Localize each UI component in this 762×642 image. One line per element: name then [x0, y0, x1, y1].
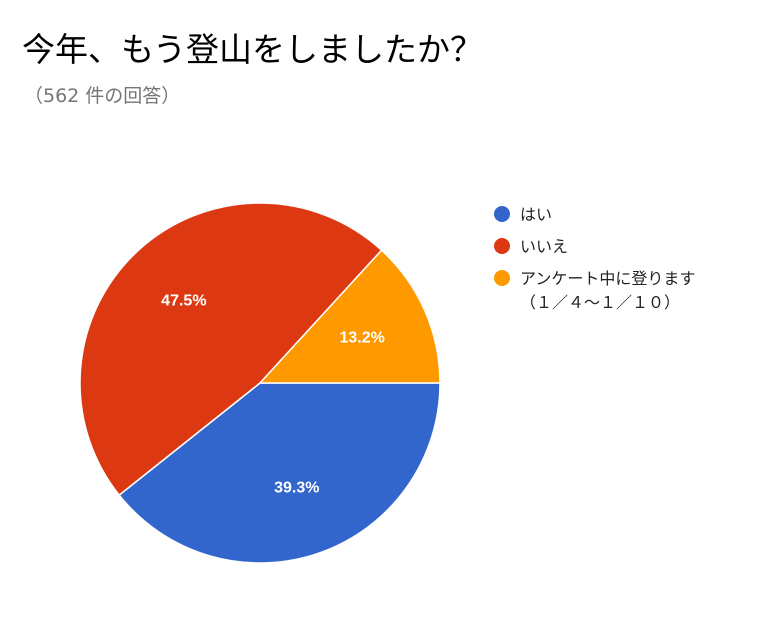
slice-yes[interactable]	[118, 382, 441, 564]
slice-label-during-survey: 13.2%	[339, 329, 384, 346]
legend: はい いいえ アンケート中に登ります（１／４～１／１０）	[494, 203, 724, 323]
slice-during-survey[interactable]	[258, 249, 441, 384]
response-count: （562 件の回答）	[24, 85, 181, 107]
slice-no[interactable]	[79, 202, 383, 497]
chart-title: 今年、もう登山をしましたか？	[22, 30, 484, 69]
legend-item-during-survey[interactable]: アンケート中に登ります（１／４～１／１０）	[494, 267, 724, 315]
slice-label-no: 47.5%	[161, 293, 206, 310]
slice-label-yes: 39.3%	[274, 480, 319, 497]
legend-label: はい	[520, 205, 553, 224]
legend-swatch	[494, 206, 510, 222]
legend-swatch	[494, 238, 510, 254]
legend-label: アンケート中に登ります（１／４～１／１０）	[520, 269, 696, 312]
legend-swatch	[494, 270, 510, 286]
legend-label: いいえ	[520, 237, 569, 256]
legend-item-yes[interactable]: はい	[494, 203, 724, 227]
legend-item-no[interactable]: いいえ	[494, 235, 724, 259]
